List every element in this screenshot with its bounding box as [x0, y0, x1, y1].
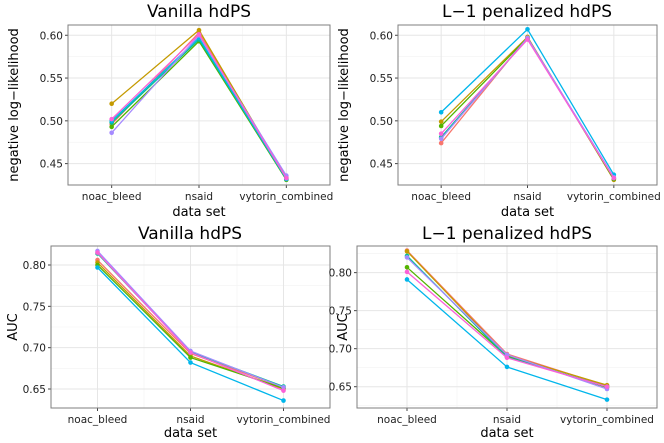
- data-point: [438, 131, 444, 136]
- x-tick-label: vytorin_combined: [560, 414, 654, 426]
- data-point: [196, 27, 202, 33]
- data-point: [95, 265, 100, 270]
- data-point: [188, 360, 193, 365]
- data-point: [109, 116, 114, 122]
- data-point: [611, 175, 617, 181]
- data-point: [504, 364, 510, 370]
- y-tick-label: 0.60: [40, 30, 63, 42]
- plot-frame: [356, 245, 658, 409]
- x-tick-label: nsaid: [185, 191, 213, 203]
- data-point: [281, 398, 286, 403]
- y-tick-label: 0.80: [23, 260, 46, 272]
- y-tick-label: 0.45: [40, 159, 63, 171]
- y-tick-label: 0.70: [23, 343, 46, 355]
- y-tick-label: 0.75: [329, 306, 352, 318]
- y-tick-label: 0.50: [40, 116, 63, 128]
- data-point: [438, 136, 444, 142]
- data-point: [438, 109, 444, 115]
- data-point: [504, 355, 510, 361]
- y-tick-label: 0.80: [329, 268, 352, 280]
- panel-title: Vanilla hdPS: [138, 224, 242, 244]
- data-point: [404, 269, 410, 275]
- data-point: [404, 264, 410, 270]
- data-point: [438, 123, 444, 129]
- data-point: [109, 124, 114, 130]
- x-axis-label: data set: [501, 205, 554, 220]
- x-tick-label: vytorin_combined: [567, 191, 661, 203]
- panel-2: 0.45 0.50 0.55 0.60 noac_bleed nsaid vytorin_c…: [337, 2, 661, 220]
- y-axis-label: AUC: [336, 313, 351, 341]
- x-tick-label: nsaid: [176, 414, 204, 426]
- plot-frame: [67, 24, 331, 186]
- y-axis-label: AUC: [6, 313, 21, 341]
- x-axis-label: data set: [164, 426, 217, 441]
- data-point: [604, 397, 610, 402]
- data-point: [404, 249, 410, 254]
- x-tick-label: vytorin_combined: [237, 414, 331, 426]
- data-point: [404, 255, 410, 260]
- y-tick-label: 0.70: [329, 344, 352, 356]
- y-tick-label: 0.55: [40, 73, 63, 85]
- panel-3: 0.65 0.70 0.75 0.80 noac_bleed nsaid vytorin_c…: [6, 224, 331, 441]
- data-point: [525, 37, 530, 42]
- data-point: [196, 32, 202, 37]
- y-axis-label: negative log−likelihood: [7, 28, 22, 182]
- y-tick-label: 0.45: [370, 159, 393, 171]
- data-point: [284, 175, 289, 181]
- data-point: [604, 384, 610, 390]
- y-tick-label: 0.65: [23, 384, 46, 396]
- y-axis-label: negative log−likelihood: [337, 28, 352, 182]
- plot-frame: [50, 245, 331, 409]
- data-point: [281, 388, 286, 393]
- x-tick-label: nsaid: [513, 191, 541, 203]
- data-point: [281, 385, 286, 390]
- data-point: [404, 277, 410, 282]
- plot-frame: [397, 24, 658, 186]
- panel-4: 0.65 0.70 0.75 0.80 noac_bleed nsaid vytorin_c…: [329, 224, 658, 441]
- panel-1: 0.45 0.50 0.55 0.60 noac_bleed nsaid vytorin_c…: [7, 2, 333, 220]
- x-tick-label: nsaid: [493, 414, 521, 426]
- x-tick-label: noac_bleed: [68, 414, 128, 426]
- y-tick-label: 0.65: [329, 382, 352, 394]
- x-axis-label: data set: [172, 205, 225, 220]
- x-tick-label: noac_bleed: [411, 191, 471, 203]
- x-tick-label: noac_bleed: [82, 191, 142, 203]
- y-tick-label: 0.60: [370, 30, 393, 42]
- data-point: [95, 250, 100, 255]
- data-point: [525, 26, 530, 32]
- panel-title: L−1 penalized hdPS: [442, 2, 612, 22]
- panel-title: Vanilla hdPS: [147, 2, 251, 22]
- y-tick-label: 0.55: [370, 73, 393, 85]
- data-point: [438, 119, 444, 124]
- x-tick-label: noac_bleed: [377, 414, 437, 426]
- panel-title: L−1 penalized hdPS: [422, 224, 592, 244]
- data-point: [109, 101, 114, 107]
- data-point: [188, 350, 193, 355]
- y-tick-label: 0.50: [370, 116, 393, 128]
- x-tick-label: vytorin_combined: [239, 191, 333, 203]
- y-tick-label: 0.75: [23, 301, 46, 313]
- data-point: [188, 355, 193, 360]
- x-axis-label: data set: [480, 426, 533, 441]
- data-point: [438, 140, 444, 146]
- data-point: [109, 130, 114, 136]
